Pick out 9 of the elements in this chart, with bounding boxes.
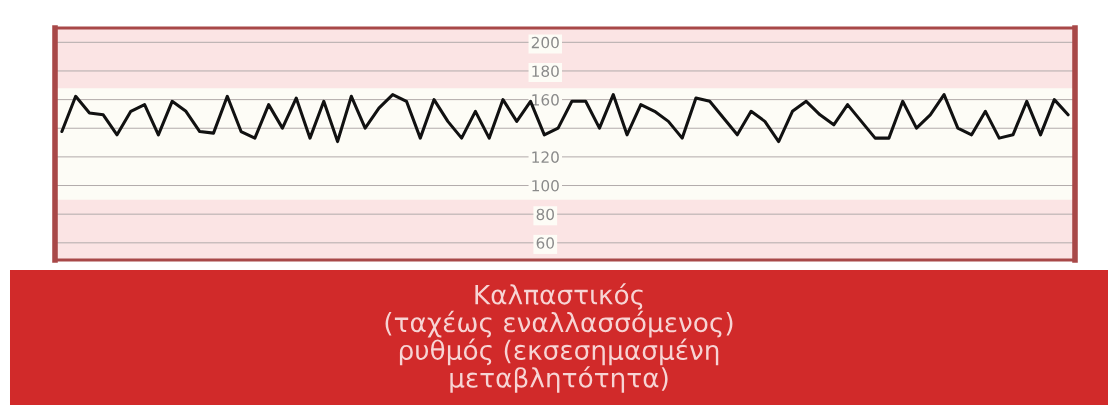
line-series xyxy=(60,93,1070,144)
y-tick-label: 120 xyxy=(532,151,559,163)
y-tick-label: 200 xyxy=(531,36,559,49)
y-tick-label: 160 xyxy=(532,94,559,106)
y-tick-label: 60 xyxy=(536,237,554,249)
text: Καλπαστικός (ταχέως εναλλασσόμενος) ρυθμός (εκσεσημασμένη μεταβλητότητα) xyxy=(385,283,733,393)
y-tick-label: 180 xyxy=(532,65,559,77)
y-tick-label: 80 xyxy=(536,208,554,221)
y-tick-label: 100 xyxy=(532,180,559,192)
